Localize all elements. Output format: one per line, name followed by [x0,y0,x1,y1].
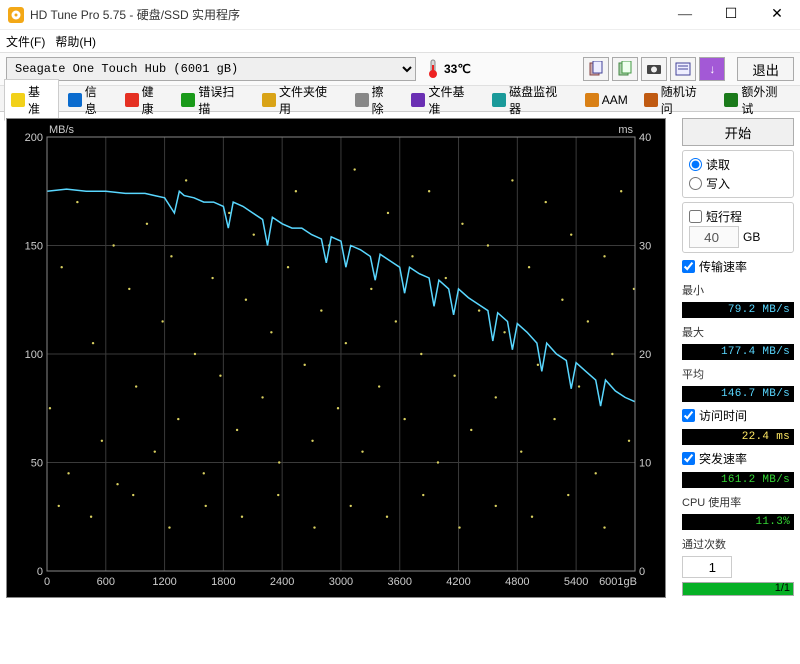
copy-shot-button[interactable] [612,57,638,81]
svg-text:6001gB: 6001gB [599,576,637,588]
progress-bar: 1/1 [682,582,794,596]
svg-text:3000: 3000 [329,576,353,588]
cpu-value: 11.3% [682,514,794,530]
tab-8[interactable]: AAM [578,89,635,111]
tab-3[interactable]: 错误扫描 [174,79,253,121]
svg-text:200: 200 [25,132,43,144]
menu-help[interactable]: 帮助(H) [55,33,96,50]
tab-5[interactable]: 擦除 [348,79,403,121]
options-button[interactable] [670,57,696,81]
chart-area: 2001501005004030201000600120018002400300… [6,118,676,646]
window-title: HD Tune Pro 5.75 - 硬盘/SSD 实用程序 [30,6,662,23]
benchmark-chart: 2001501005004030201000600120018002400300… [6,118,666,598]
pass-input[interactable] [682,556,732,578]
svg-text:0: 0 [639,566,645,578]
thermometer-icon [426,59,440,79]
save-button[interactable]: ↓ [699,57,725,81]
svg-text:10: 10 [639,458,651,470]
svg-text:3600: 3600 [387,576,411,588]
svg-text:1800: 1800 [211,576,235,588]
burst-value: 161.2 MB/s [682,472,794,488]
menu-file[interactable]: 文件(F) [6,33,45,50]
svg-text:0: 0 [44,576,50,588]
tabbar: 基准信息健康错误扫描文件夹使用擦除文件基准磁盘监视器AAM随机访问额外测试 [0,86,800,112]
svg-text:100: 100 [25,349,43,361]
close-button[interactable]: ✕ [754,0,800,30]
svg-text:30: 30 [639,241,651,253]
tab-2[interactable]: 健康 [118,79,173,121]
svg-text:150: 150 [25,241,43,253]
mode-write[interactable]: 写入 [689,174,787,193]
svg-text:MB/s: MB/s [49,124,75,136]
svg-text:4200: 4200 [446,576,470,588]
stroke-input [689,226,739,248]
min-value: 79.2 MB/s [682,302,794,318]
svg-text:4800: 4800 [505,576,529,588]
access-value: 22.4 ms [682,429,794,445]
svg-text:50: 50 [31,458,43,470]
max-value: 177.4 MB/s [682,344,794,360]
copy-info-button[interactable] [583,57,609,81]
svg-text:1200: 1200 [152,576,176,588]
menubar: 文件(F) 帮助(H) [0,30,800,52]
svg-text:20: 20 [639,349,651,361]
start-button[interactable]: 开始 [682,118,794,146]
tab-4[interactable]: 文件夹使用 [255,79,346,121]
avg-value: 146.7 MB/s [682,386,794,402]
short-stroke-check[interactable]: 短行程 [689,207,787,226]
svg-text:0: 0 [37,566,43,578]
content: 2001501005004030201000600120018002400300… [0,112,800,652]
titlebar: HD Tune Pro 5.75 - 硬盘/SSD 实用程序 — ☐ ✕ [0,0,800,30]
tab-1[interactable]: 信息 [61,79,116,121]
tab-7[interactable]: 磁盘监视器 [485,79,576,121]
access-time-check[interactable]: 访问时间 [682,406,794,425]
svg-text:5400: 5400 [564,576,588,588]
transfer-rate-check[interactable]: 传输速率 [682,257,794,276]
tab-9[interactable]: 随机访问 [637,79,716,121]
screenshot-button[interactable] [641,57,667,81]
exit-button[interactable]: 退出 [737,57,794,81]
app-icon [8,7,24,23]
svg-text:2400: 2400 [270,576,294,588]
drive-select[interactable]: Seagate One Touch Hub (6001 gB) [6,57,416,81]
minimize-button[interactable]: — [662,0,708,30]
svg-text:40: 40 [639,132,651,144]
tab-6[interactable]: 文件基准 [404,79,483,121]
svg-text:600: 600 [97,576,115,588]
tab-0[interactable]: 基准 [4,79,59,121]
side-panel: 开始 读取 写入 短行程 GB 传输速率 最小 79.2 MB/s 最大 177… [682,118,794,646]
maximize-button[interactable]: ☐ [708,0,754,30]
temperature: 33℃ [426,59,471,79]
mode-read[interactable]: 读取 [689,155,787,174]
burst-check[interactable]: 突发速率 [682,449,794,468]
svg-text:ms: ms [618,124,633,136]
tab-10[interactable]: 额外测试 [717,79,796,121]
